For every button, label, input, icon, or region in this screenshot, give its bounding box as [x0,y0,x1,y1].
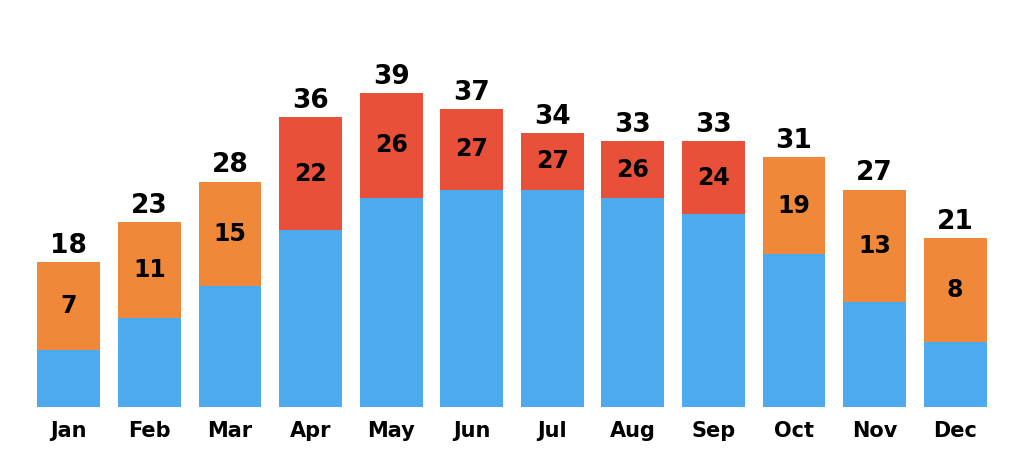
Bar [843,302,906,407]
Text: Apr: Apr [290,421,332,441]
Text: Jun: Jun [453,421,490,441]
Bar [601,198,665,407]
Text: 18: 18 [50,233,87,259]
Bar [118,318,181,407]
Bar [601,141,665,198]
Bar [199,286,261,407]
Text: 26: 26 [616,158,649,182]
Text: Jan: Jan [50,421,87,441]
Bar [924,342,986,407]
Bar [199,182,261,286]
Text: Jul: Jul [538,421,567,441]
Text: Nov: Nov [852,421,897,441]
Text: 27: 27 [456,138,488,161]
Bar [38,262,100,350]
Bar [763,158,825,254]
Bar [359,198,423,407]
Text: 31: 31 [775,128,812,154]
Bar [682,214,744,407]
Text: Sep: Sep [691,421,735,441]
Text: 11: 11 [133,258,166,282]
Text: Dec: Dec [933,421,977,441]
Text: 39: 39 [373,64,410,90]
Text: 22: 22 [294,162,327,186]
Text: 7: 7 [60,294,77,318]
Bar [440,189,503,407]
Text: 27: 27 [856,160,893,186]
Bar [38,350,100,407]
Text: Mar: Mar [208,421,253,441]
Bar [118,222,181,318]
Text: 34: 34 [534,104,570,130]
Text: 23: 23 [131,193,168,219]
Text: Oct: Oct [774,421,814,441]
Text: 24: 24 [697,165,730,189]
Text: 19: 19 [777,194,810,218]
Text: Feb: Feb [128,421,171,441]
Text: 36: 36 [292,88,329,114]
Text: 13: 13 [858,234,891,258]
Text: 21: 21 [937,209,974,235]
Text: 27: 27 [536,150,568,174]
Text: May: May [368,421,415,441]
Text: 8: 8 [947,278,964,302]
Text: 33: 33 [614,112,651,138]
Bar [843,189,906,302]
Bar [280,230,342,407]
Text: 33: 33 [695,112,732,138]
Text: Aug: Aug [610,421,655,441]
Text: 37: 37 [454,80,490,106]
Bar [440,109,503,189]
Bar [359,93,423,198]
Bar [682,141,744,214]
Text: 26: 26 [375,134,408,158]
Bar [521,189,584,407]
Text: 28: 28 [212,152,249,178]
Bar [521,134,584,189]
Bar [280,117,342,230]
Text: 15: 15 [214,222,247,246]
Bar [763,254,825,407]
Bar [924,238,986,342]
